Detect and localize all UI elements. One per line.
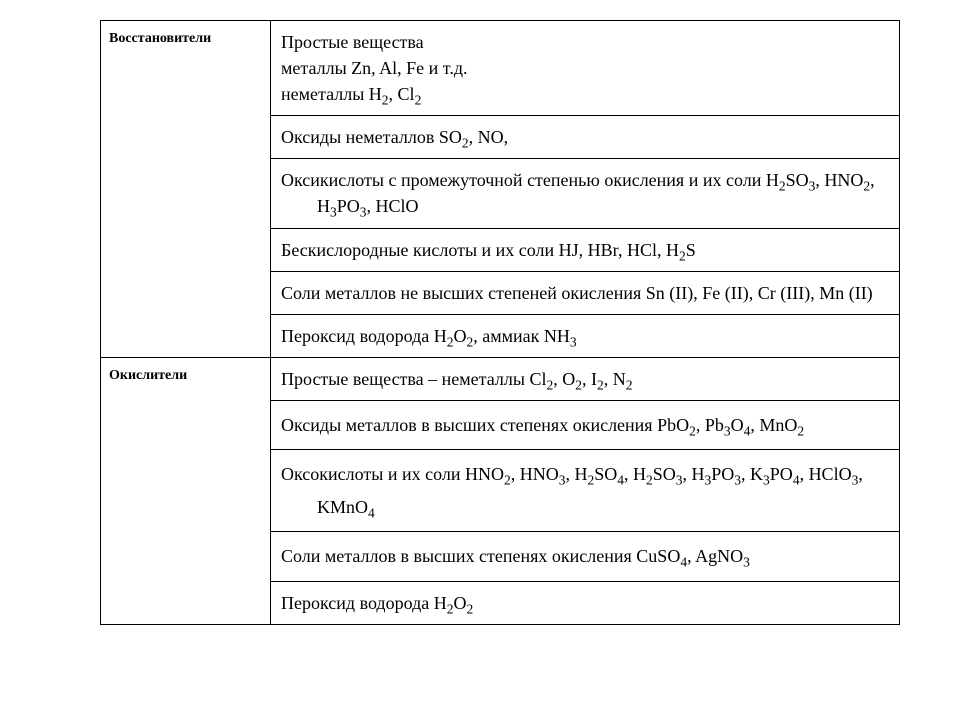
content-line: Пероксид водорода H2O2 [281,590,889,616]
content-line: Простые вещества – неметаллы Cl2, O2, I2… [281,366,889,392]
content-line: Соли металлов не высших степеней окислен… [281,280,889,306]
content-cell: Соли металлов не высших степеней окислен… [271,271,900,314]
content-cell: Простые веществаметаллы Zn, Al, Fe и т.д… [271,21,900,116]
content-cell: Оксиды металлов в высших степенях окисле… [271,400,900,449]
content-cell: Оксикислоты с промежуточной степенью оки… [271,159,900,228]
content-line: Соли металлов в высших степенях окислени… [281,540,889,572]
content-cell: Простые вещества – неметаллы Cl2, O2, I2… [271,357,900,400]
content-line: Бескислородные кислоты и их соли HJ, HBr… [281,237,889,263]
content-line: Оксокислоты и их соли HNO2, HNO3, H2SO4,… [281,458,889,523]
content-cell: Оксиды неметаллов SO2, NO, [271,116,900,159]
redox-table: ВосстановителиПростые веществаметаллы Zn… [100,20,900,625]
content-line: металлы Zn, Al, Fe и т.д. [281,55,889,81]
content-cell: Пероксид водорода H2O2 [271,581,900,624]
table-row: ОкислителиПростые вещества – неметаллы C… [101,357,900,400]
content-line: Оксиды неметаллов SO2, NO, [281,124,889,150]
content-line: Простые вещества [281,29,889,55]
content-line: Пероксид водорода H2O2, аммиак NH3 [281,323,889,349]
content-cell: Оксокислоты и их соли HNO2, HNO3, H2SO4,… [271,450,900,532]
content-line: неметаллы H2, Cl2 [281,81,889,107]
content-cell: Бескислородные кислоты и их соли HJ, HBr… [271,228,900,271]
category-cell: Окислители [101,357,271,624]
category-cell: Восстановители [101,21,271,358]
content-line: Оксиды металлов в высших степенях окисле… [281,409,889,441]
content-cell: Соли металлов в высших степенях окислени… [271,532,900,581]
content-line: Оксикислоты с промежуточной степенью оки… [281,167,889,219]
content-cell: Пероксид водорода H2O2, аммиак NH3 [271,314,900,357]
table-row: ВосстановителиПростые веществаметаллы Zn… [101,21,900,116]
